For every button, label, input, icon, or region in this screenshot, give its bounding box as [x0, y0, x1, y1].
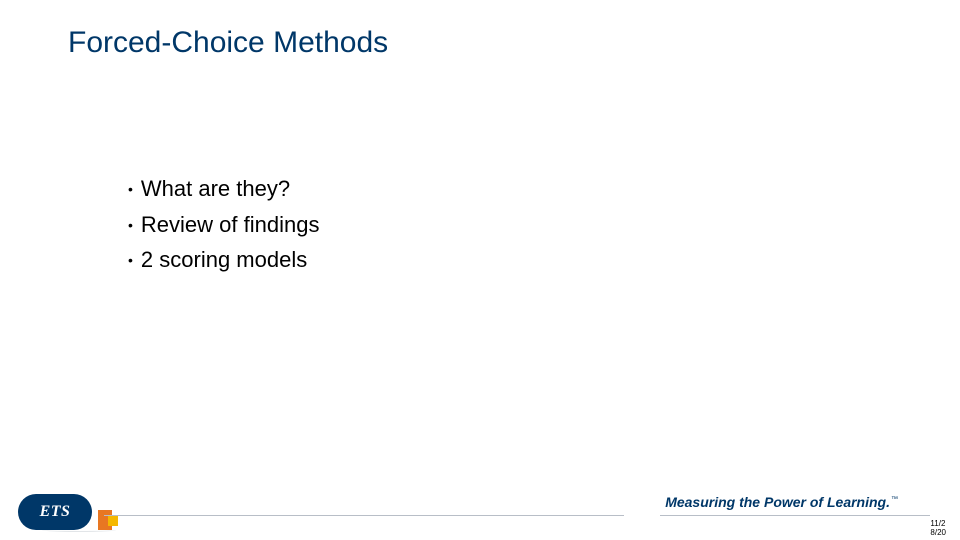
bullet-icon: • [128, 182, 133, 196]
footer-rule [660, 515, 930, 516]
slide: Forced-Choice Methods • What are they? •… [0, 0, 960, 540]
page-meta: 11/2 8/20 [930, 520, 946, 538]
tm-symbol: ™ [891, 496, 898, 503]
slide-footer: ETS Measuring the Power of Learning.™ 11… [0, 480, 960, 540]
footer-rule [104, 515, 624, 516]
decor-square-yellow [108, 516, 118, 526]
ets-pill-icon: ETS [18, 494, 92, 530]
list-item: • What are they? [128, 174, 319, 204]
slide-title: Forced-Choice Methods [68, 26, 388, 60]
list-item: • 2 scoring models [128, 245, 319, 275]
bullet-text: 2 scoring models [141, 245, 307, 275]
brand-logo: ETS [18, 494, 118, 530]
tagline-text: Measuring the Power of Learning. [665, 494, 890, 510]
list-item: • Review of findings [128, 210, 319, 240]
bullet-icon: • [128, 218, 133, 232]
bullet-text: What are they? [141, 174, 290, 204]
bullet-list: • What are they? • Review of findings • … [128, 174, 319, 281]
page-meta-line2: 8/20 [930, 529, 946, 538]
bullet-text: Review of findings [141, 210, 320, 240]
bullet-icon: • [128, 253, 133, 267]
ets-logo-text: ETS [40, 503, 71, 521]
logo-swoosh-icon [42, 528, 116, 532]
brand-tagline: Measuring the Power of Learning.™ [665, 494, 898, 510]
